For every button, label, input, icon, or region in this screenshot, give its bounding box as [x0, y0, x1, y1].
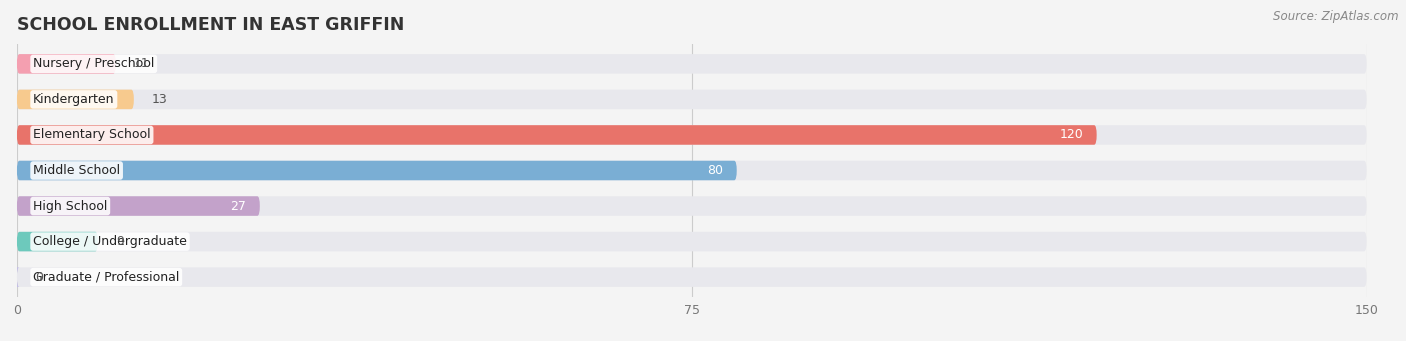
Text: Source: ZipAtlas.com: Source: ZipAtlas.com — [1274, 10, 1399, 23]
FancyBboxPatch shape — [17, 267, 1367, 287]
Text: Elementary School: Elementary School — [34, 129, 150, 142]
FancyBboxPatch shape — [17, 161, 737, 180]
Text: Middle School: Middle School — [34, 164, 120, 177]
Text: 11: 11 — [134, 57, 149, 70]
Text: Graduate / Professional: Graduate / Professional — [34, 271, 180, 284]
Text: 9: 9 — [115, 235, 124, 248]
FancyBboxPatch shape — [17, 196, 260, 216]
FancyBboxPatch shape — [17, 54, 115, 74]
FancyBboxPatch shape — [17, 161, 1367, 180]
Text: 27: 27 — [231, 199, 246, 212]
FancyBboxPatch shape — [17, 90, 134, 109]
FancyBboxPatch shape — [17, 232, 1367, 251]
Text: 80: 80 — [707, 164, 723, 177]
Text: 13: 13 — [152, 93, 167, 106]
FancyBboxPatch shape — [17, 125, 1097, 145]
Text: 120: 120 — [1060, 129, 1083, 142]
FancyBboxPatch shape — [17, 90, 1367, 109]
FancyBboxPatch shape — [17, 232, 98, 251]
Text: College / Undergraduate: College / Undergraduate — [34, 235, 187, 248]
FancyBboxPatch shape — [17, 54, 1367, 74]
Text: Nursery / Preschool: Nursery / Preschool — [34, 57, 155, 70]
Text: Kindergarten: Kindergarten — [34, 93, 114, 106]
FancyBboxPatch shape — [17, 125, 1367, 145]
FancyBboxPatch shape — [14, 267, 20, 287]
Text: High School: High School — [34, 199, 107, 212]
Text: 0: 0 — [35, 271, 42, 284]
Text: SCHOOL ENROLLMENT IN EAST GRIFFIN: SCHOOL ENROLLMENT IN EAST GRIFFIN — [17, 16, 405, 34]
FancyBboxPatch shape — [17, 196, 1367, 216]
